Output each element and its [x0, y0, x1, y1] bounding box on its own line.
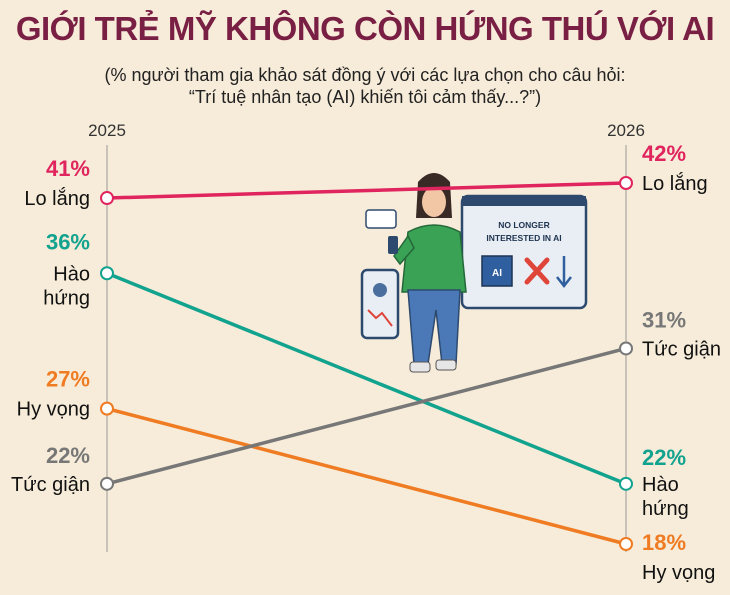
series-3-label-2025: Tức giận	[11, 474, 90, 496]
person-illustration	[388, 173, 467, 373]
chip-text: AI	[492, 268, 502, 279]
series-2-value-2025: 27%	[46, 367, 90, 392]
screen-text-2: INTERESTED IN AI	[486, 233, 561, 243]
series-1-point-2025	[100, 266, 114, 281]
series-1-line	[106, 271, 627, 486]
lines-layer	[100, 176, 633, 551]
subtitle-line-1: (% người tham gia khảo sát đồng ý với cá…	[104, 65, 626, 85]
series-1-label-2026: Hào	[642, 474, 679, 496]
series-1-value-2026: 22%	[642, 445, 686, 470]
chart-subtitle: (% người tham gia khảo sát đồng ý với cá…	[0, 64, 730, 108]
series-1-label-2025: Hào	[53, 263, 90, 285]
series-3-value-2025: 22%	[46, 443, 90, 468]
series-2-label-2026: Hy vọng	[642, 562, 715, 584]
subtitle-line-2: “Trí tuệ nhân tạo (AI) khiến tôi cảm thấ…	[188, 87, 542, 107]
series-2-point-2026	[619, 537, 633, 551]
series-1-value-2025: 36%	[46, 229, 90, 254]
series-2-point-2025	[100, 401, 114, 416]
series-1-label-2025: hứng	[43, 287, 90, 309]
series-0-label-2026: Lo lắng	[642, 172, 708, 195]
phone-robot-icon	[373, 283, 387, 297]
series-2-value-2026: 18%	[642, 530, 686, 555]
phone-trend-icon	[367, 309, 393, 327]
series-3-point-2025	[100, 476, 114, 491]
series-3-value-2026: 31%	[642, 307, 686, 332]
monitor-illustration	[460, 194, 588, 310]
year-label-2025: 2025	[88, 121, 126, 140]
ai-chip-icon	[481, 255, 513, 287]
arrow-down-icon	[556, 256, 572, 289]
series-0-value-2025: 41%	[46, 156, 90, 181]
series-1-point-2026	[619, 476, 633, 491]
year-label-2026: 2026	[607, 121, 645, 140]
series-3-point-2026	[619, 341, 633, 356]
series-0-point-2026	[619, 176, 633, 190]
screen-text-1: NO LONGER	[498, 220, 549, 230]
illustration: NO LONGER INTERESTED IN AI AI	[360, 173, 588, 373]
series-3-label-2026: Tức giận	[642, 338, 721, 360]
series-0-point-2025	[100, 191, 114, 206]
series-2-line	[106, 406, 627, 546]
page-title: GIỚI TRẺ MỸ KHÔNG CÒN HỨNG THÚ VỚI AI	[15, 10, 715, 47]
series-0-label-2025: Lo lắng	[24, 187, 90, 210]
monitor-top-bar	[462, 196, 586, 206]
series-2-label-2025: Hy vọng	[17, 399, 90, 421]
series-0-line	[106, 181, 627, 200]
speech-bubble-icon	[365, 209, 397, 229]
series-3-line	[106, 346, 627, 486]
series-1-label-2026: hứng	[642, 498, 689, 520]
cross-icon	[524, 257, 550, 285]
phone-illustration	[360, 268, 400, 340]
series-0-value-2026: 42%	[642, 141, 686, 166]
